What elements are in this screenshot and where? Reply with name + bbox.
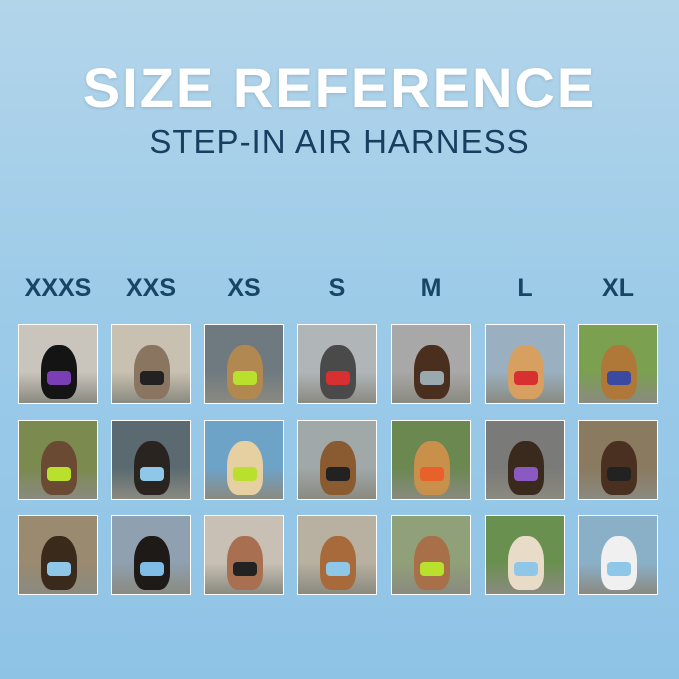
- harness: [233, 371, 257, 385]
- dog-photo-m-3: [391, 515, 471, 595]
- size-label-xl: XL: [602, 274, 634, 302]
- harness: [607, 467, 631, 481]
- harness: [47, 371, 71, 385]
- size-label-xxs: XXS: [125, 274, 177, 302]
- dog-photo-xl-3: [578, 515, 658, 595]
- harness: [47, 562, 71, 576]
- size-labels: XXXS XXS XS S M L XL: [0, 272, 679, 304]
- dog-photo-l-1: [485, 324, 565, 404]
- size-label-l: L: [517, 274, 533, 302]
- harness: [420, 467, 444, 481]
- dog-photo-xl-1: [578, 324, 658, 404]
- dog-photo-xs-3: [204, 515, 284, 595]
- harness: [140, 467, 164, 481]
- size-label-xxxs: XXXS: [24, 274, 92, 302]
- dog-photo-xs-1: [204, 324, 284, 404]
- harness: [47, 467, 71, 481]
- dog-photo-xxs-1: [111, 324, 191, 404]
- dog-photo-m-2: [391, 420, 471, 500]
- dog-photo-xxs-3: [111, 515, 191, 595]
- harness: [514, 562, 538, 576]
- dog-photo-xxxs-2: [18, 420, 98, 500]
- harness: [233, 467, 257, 481]
- harness: [233, 562, 257, 576]
- harness: [607, 562, 631, 576]
- page-subtitle: STEP-IN AIR HARNESS: [149, 123, 530, 160]
- harness: [420, 371, 444, 385]
- harness: [326, 562, 350, 576]
- harness: [514, 371, 538, 385]
- dog-photo-xl-2: [578, 420, 658, 500]
- dog-photo-xxxs-3: [18, 515, 98, 595]
- harness: [420, 562, 444, 576]
- page-title: SIZE REFERENCE: [82, 56, 597, 119]
- size-label-xs: XS: [227, 274, 261, 302]
- dog-photo-xs-2: [204, 420, 284, 500]
- size-label-m: M: [420, 274, 442, 302]
- harness: [607, 371, 631, 385]
- size-label-s: S: [328, 274, 346, 302]
- dog-photo-l-2: [485, 420, 565, 500]
- dog-photo-s-2: [297, 420, 377, 500]
- harness: [326, 371, 350, 385]
- harness: [140, 371, 164, 385]
- harness: [326, 467, 350, 481]
- harness: [514, 467, 538, 481]
- dog-photo-m-1: [391, 324, 471, 404]
- dog-photo-s-1: [297, 324, 377, 404]
- harness: [140, 562, 164, 576]
- dog-photo-s-3: [297, 515, 377, 595]
- dog-photo-xxxs-1: [18, 324, 98, 404]
- dog-photo-xxs-2: [111, 420, 191, 500]
- dog-photo-l-3: [485, 515, 565, 595]
